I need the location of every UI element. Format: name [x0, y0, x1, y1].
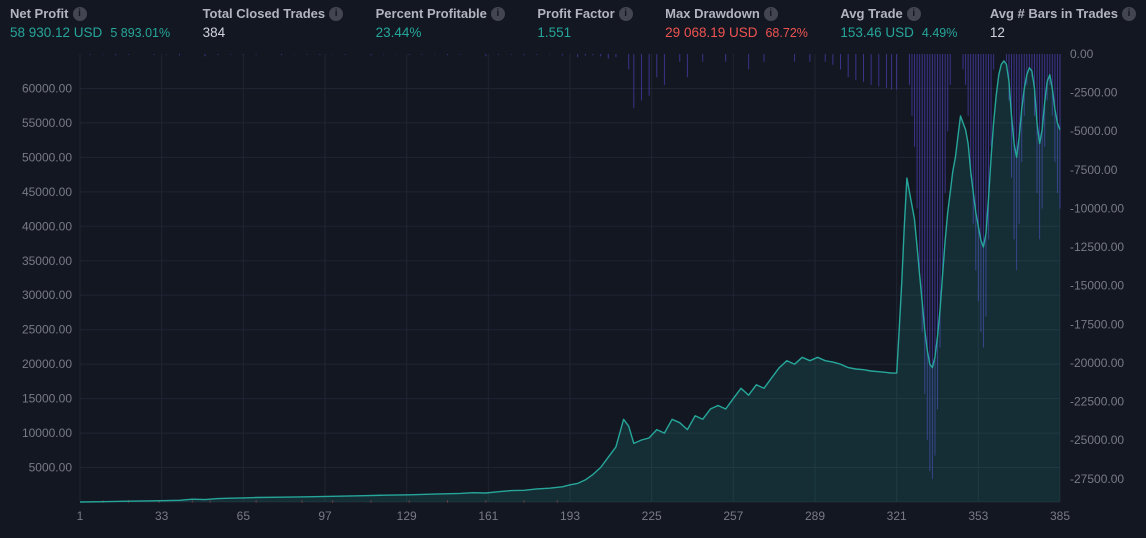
svg-text:-25000.00: -25000.00 — [1070, 433, 1124, 447]
stats-bar: Net Profit i 58 930.12 USD 5 893.01% Tot… — [0, 0, 1146, 42]
stat-label: Max Drawdown — [665, 6, 760, 21]
stat-max-drawdown: Max Drawdown i 29 068.19 USD 68.72% — [665, 6, 808, 40]
stat-value: 153.46 USD — [840, 25, 914, 40]
svg-text:257: 257 — [723, 509, 743, 523]
svg-text:-5000.00: -5000.00 — [1070, 124, 1118, 138]
svg-text:60000.00: 60000.00 — [22, 81, 72, 95]
svg-text:30000.00: 30000.00 — [22, 288, 72, 302]
stat-label: Avg # Bars in Trades — [990, 6, 1118, 21]
svg-text:225: 225 — [642, 509, 662, 523]
svg-text:20000.00: 20000.00 — [22, 357, 72, 371]
svg-text:-15000.00: -15000.00 — [1070, 279, 1124, 293]
stat-label: Total Closed Trades — [203, 6, 326, 21]
svg-text:33: 33 — [155, 509, 169, 523]
stat-label: Percent Profitable — [376, 6, 487, 21]
svg-text:10000.00: 10000.00 — [22, 426, 72, 440]
stat-total-trades: Total Closed Trades i 384 — [203, 6, 344, 40]
svg-text:-27500.00: -27500.00 — [1070, 472, 1124, 486]
svg-text:45000.00: 45000.00 — [22, 185, 72, 199]
info-icon[interactable]: i — [907, 7, 921, 21]
svg-text:-20000.00: -20000.00 — [1070, 356, 1124, 370]
svg-text:40000.00: 40000.00 — [22, 219, 72, 233]
svg-text:97: 97 — [318, 509, 332, 523]
info-icon[interactable]: i — [764, 7, 778, 21]
svg-text:0.00: 0.00 — [1070, 47, 1094, 61]
svg-text:385: 385 — [1050, 509, 1070, 523]
stat-profit-factor: Profit Factor i 1.551 — [537, 6, 632, 40]
stat-value: 23.44% — [376, 25, 422, 40]
info-icon[interactable]: i — [329, 7, 343, 21]
svg-text:289: 289 — [805, 509, 825, 523]
stat-pct-profitable: Percent Profitable i 23.44% — [376, 6, 505, 40]
stat-value: 1.551 — [537, 25, 571, 40]
stat-value: 384 — [203, 25, 226, 40]
svg-text:35000.00: 35000.00 — [22, 254, 72, 268]
stat-sub: 5 893.01% — [110, 26, 170, 40]
stat-label: Net Profit — [10, 6, 69, 21]
info-icon[interactable]: i — [73, 7, 87, 21]
svg-text:-17500.00: -17500.00 — [1070, 317, 1124, 331]
stat-avg-trade: Avg Trade i 153.46 USD 4.49% — [840, 6, 957, 40]
svg-text:25000.00: 25000.00 — [22, 323, 72, 337]
svg-text:-2500.00: -2500.00 — [1070, 86, 1118, 100]
svg-text:5000.00: 5000.00 — [29, 461, 73, 475]
svg-text:15000.00: 15000.00 — [22, 392, 72, 406]
info-icon[interactable]: i — [491, 7, 505, 21]
svg-text:-10000.00: -10000.00 — [1070, 201, 1124, 215]
stat-label: Avg Trade — [840, 6, 902, 21]
svg-text:-7500.00: -7500.00 — [1070, 163, 1118, 177]
svg-text:321: 321 — [887, 509, 907, 523]
svg-text:161: 161 — [478, 509, 498, 523]
info-icon[interactable]: i — [619, 7, 633, 21]
strategy-equity-chart[interactable]: 5000.00 10000.00 15000.00 20000.00 25000.00 3… — [0, 42, 1146, 532]
info-icon[interactable]: i — [1122, 7, 1136, 21]
stat-avg-bars: Avg # Bars in Trades i 12 — [990, 6, 1136, 40]
svg-text:1: 1 — [77, 509, 84, 523]
svg-text:-12500.00: -12500.00 — [1070, 240, 1124, 254]
stat-label: Profit Factor — [537, 6, 614, 21]
svg-text:129: 129 — [397, 509, 417, 523]
stat-sub: 68.72% — [765, 26, 807, 40]
stat-value: 58 930.12 USD — [10, 25, 102, 40]
svg-text:55000.00: 55000.00 — [22, 116, 72, 130]
stat-sub: 4.49% — [922, 26, 957, 40]
svg-text:-22500.00: -22500.00 — [1070, 395, 1124, 409]
stat-value: 29 068.19 USD — [665, 25, 757, 40]
stat-net-profit: Net Profit i 58 930.12 USD 5 893.01% — [10, 6, 170, 40]
svg-text:193: 193 — [560, 509, 580, 523]
svg-text:65: 65 — [237, 509, 251, 523]
stat-value: 12 — [990, 25, 1005, 40]
svg-text:353: 353 — [968, 509, 988, 523]
svg-text:50000.00: 50000.00 — [22, 150, 72, 164]
